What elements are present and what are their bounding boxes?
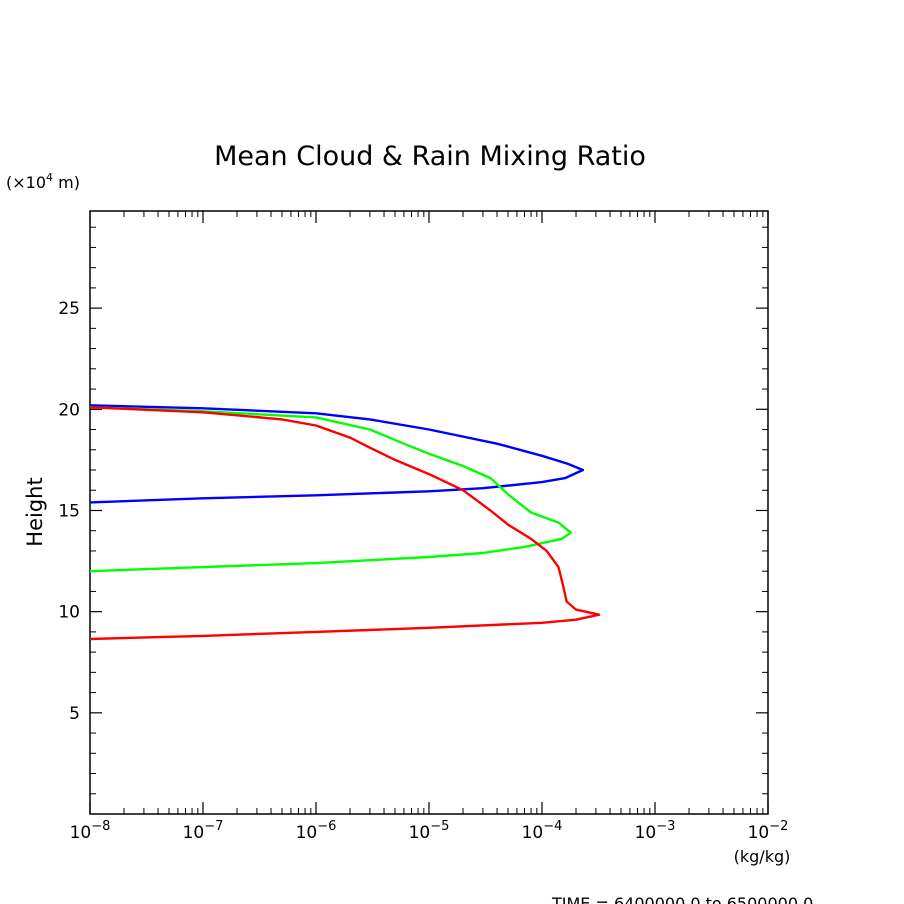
x-tick-label: 10−2 <box>748 819 789 843</box>
y-tick-label: 25 <box>58 299 80 319</box>
y-unit-label: (×104 m) <box>6 171 80 192</box>
series-line-1 <box>89 404 585 504</box>
plot-area <box>89 210 769 815</box>
y-axis-label: Height <box>23 477 47 546</box>
x-tick-label: 10−7 <box>183 819 224 843</box>
y-tick-labels: 5 10 15 20 25 <box>58 299 80 724</box>
y-tick-label: 15 <box>58 501 80 521</box>
series-line-2 <box>89 406 572 573</box>
y-tick-label: 10 <box>58 603 80 623</box>
series-layer <box>89 404 601 641</box>
series-line-3 <box>89 406 601 641</box>
y-tick-label: 5 <box>69 704 80 724</box>
y-tick-label: 20 <box>58 400 80 420</box>
x-tick-label: 10−3 <box>635 819 676 843</box>
x-unit-label: (kg/kg) <box>734 847 791 866</box>
chart-title: Mean Cloud & Rain Mixing Ratio <box>214 141 646 172</box>
tick-marks <box>89 211 769 814</box>
x-tick-label: 10−6 <box>296 819 337 843</box>
x-tick-labels: 10−8 10−7 10−6 10−5 10−4 10−3 10−2 <box>70 819 789 843</box>
plot-frame <box>89 210 769 815</box>
x-tick-label: 10−8 <box>70 819 111 843</box>
time-range-footer: TIME = 6400000.0 to 6500000.0 <box>551 894 813 904</box>
x-tick-label: 10−5 <box>409 819 450 843</box>
x-tick-label: 10−4 <box>522 819 563 843</box>
